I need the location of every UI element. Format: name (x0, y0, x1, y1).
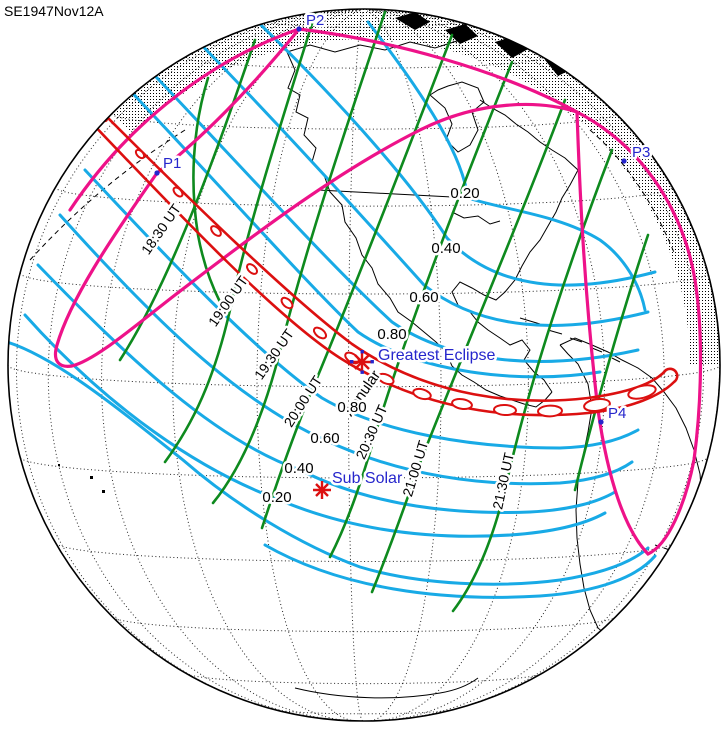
dashed-reference-lines (29, 129, 720, 569)
cuba (519, 317, 541, 325)
graticule-line (368, 9, 605, 721)
outer-limit-northwest (68, 27, 301, 212)
sub-solar-label: Sub Solar (332, 470, 403, 487)
graticule-line (369, 9, 704, 714)
central-path-band (84, 104, 679, 417)
graticule-line (370, 9, 720, 560)
p3-label: P3 (632, 144, 650, 161)
island-specks (58, 464, 105, 493)
caribbean-islands (547, 329, 621, 363)
graticule-line (111, 112, 617, 130)
mag-sw-020: 0.20 (262, 489, 291, 506)
magnitude-labels-northeast: 0.20 0.40 0.60 0.80 (375, 183, 482, 346)
p2-dot (296, 26, 302, 32)
p2-label: P2 (306, 12, 324, 29)
graticule-line (8, 365, 720, 388)
graticule-line (186, 673, 541, 685)
contact-point-dots (154, 26, 627, 425)
p4-dot (598, 419, 604, 425)
magnitude-labels-southwest: 0.80 0.60 0.40 0.20 (260, 397, 369, 509)
time-label-2130: 21:30 UT (489, 451, 517, 511)
antarctica (294, 677, 479, 699)
globe-limb (7, 8, 721, 722)
greatest-eclipse-label: Greatest Eclipse (378, 347, 495, 364)
stipple-band (112, 9, 720, 365)
map-title: SE1947Nov12A (4, 3, 104, 19)
east-loop-limit (575, 110, 703, 556)
north-america-west-coast (286, 51, 553, 408)
p4-label: P4 (608, 405, 626, 422)
mag-sw-080: 0.80 (337, 399, 366, 416)
graticule-line (274, 709, 454, 715)
antumbra-outlines (97, 111, 657, 418)
p1-dot (154, 170, 160, 176)
mag-sw-040: 0.40 (284, 460, 313, 477)
graticule-line (365, 9, 442, 721)
mag-sw-060: 0.60 (310, 430, 339, 447)
hudson-bay (429, 81, 485, 153)
graticule-line (47, 9, 359, 718)
magnitude-contours (8, 9, 657, 599)
sub-solar-marker (313, 481, 331, 499)
mag-ne-060: 0.60 (409, 289, 438, 306)
south-america (559, 337, 703, 641)
greatest-eclipse-marker (350, 350, 374, 374)
central-path (84, 104, 679, 418)
mag-ne-020: 0.20 (450, 185, 479, 202)
limit-top-east (297, 27, 579, 114)
greatest-eclipse-contact-dots (350, 350, 374, 374)
p1-label: P1 (163, 155, 181, 172)
graticule-line (112, 617, 615, 633)
great-lakes (451, 211, 501, 225)
mag-ne-040: 0.40 (431, 240, 460, 257)
mag-ne-080: 0.80 (377, 326, 406, 343)
p3-dot (621, 158, 627, 164)
graticule-line (55, 543, 673, 562)
time-label-2000: 20:00 UT (280, 372, 325, 429)
